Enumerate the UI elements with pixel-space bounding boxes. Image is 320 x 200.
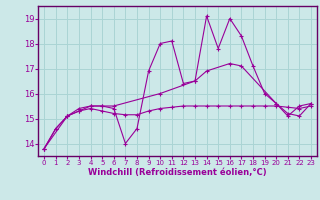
X-axis label: Windchill (Refroidissement éolien,°C): Windchill (Refroidissement éolien,°C) — [88, 168, 267, 177]
